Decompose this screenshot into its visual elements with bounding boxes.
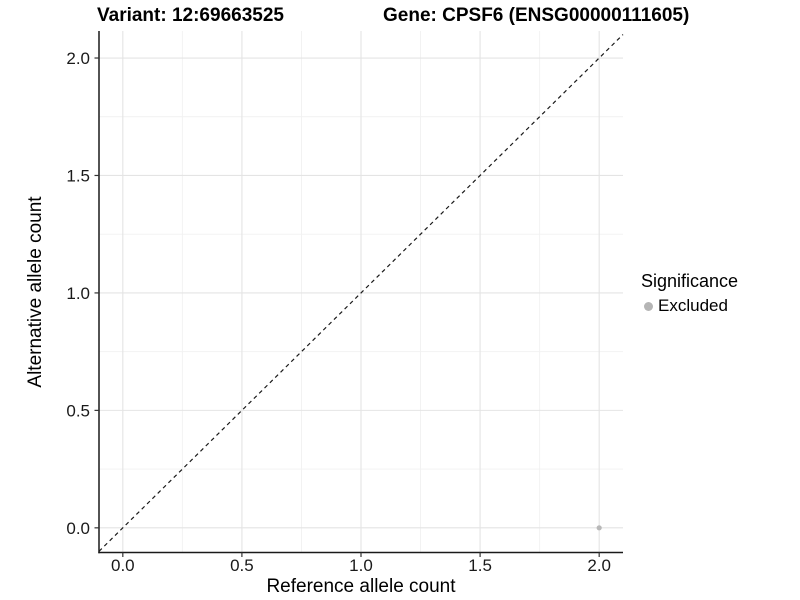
x-tick-label: 0.5: [230, 556, 254, 575]
identity-reference-line: [98, 34, 624, 552]
gene-title: Gene: CPSF6 (ENSG00000111605): [383, 5, 690, 26]
x-tick-label: 1.5: [468, 556, 492, 575]
y-tick-label: 0.5: [66, 401, 90, 420]
x-tick-label: 0.0: [111, 556, 135, 575]
legend-items: Excluded: [641, 296, 738, 316]
y-tick-label: 0.0: [66, 519, 90, 538]
x-tick-label: 1.0: [349, 556, 373, 575]
x-axis-title: Reference allele count: [266, 576, 456, 597]
legend-title: Significance: [641, 271, 739, 291]
legend: Significance Excluded: [641, 271, 738, 316]
data-point: [596, 525, 602, 531]
y-tick-label: 1.5: [66, 166, 90, 185]
x-tick-label: 2.0: [587, 556, 611, 575]
y-tick-label: 1.0: [66, 284, 90, 303]
variant-title: Variant: 12:69663525: [97, 5, 284, 26]
legend-item: Excluded: [641, 296, 738, 316]
legend-key-dot: [644, 301, 653, 311]
y-tick-label: 2.0: [66, 49, 90, 68]
legend-item-label: Excluded: [658, 296, 728, 315]
